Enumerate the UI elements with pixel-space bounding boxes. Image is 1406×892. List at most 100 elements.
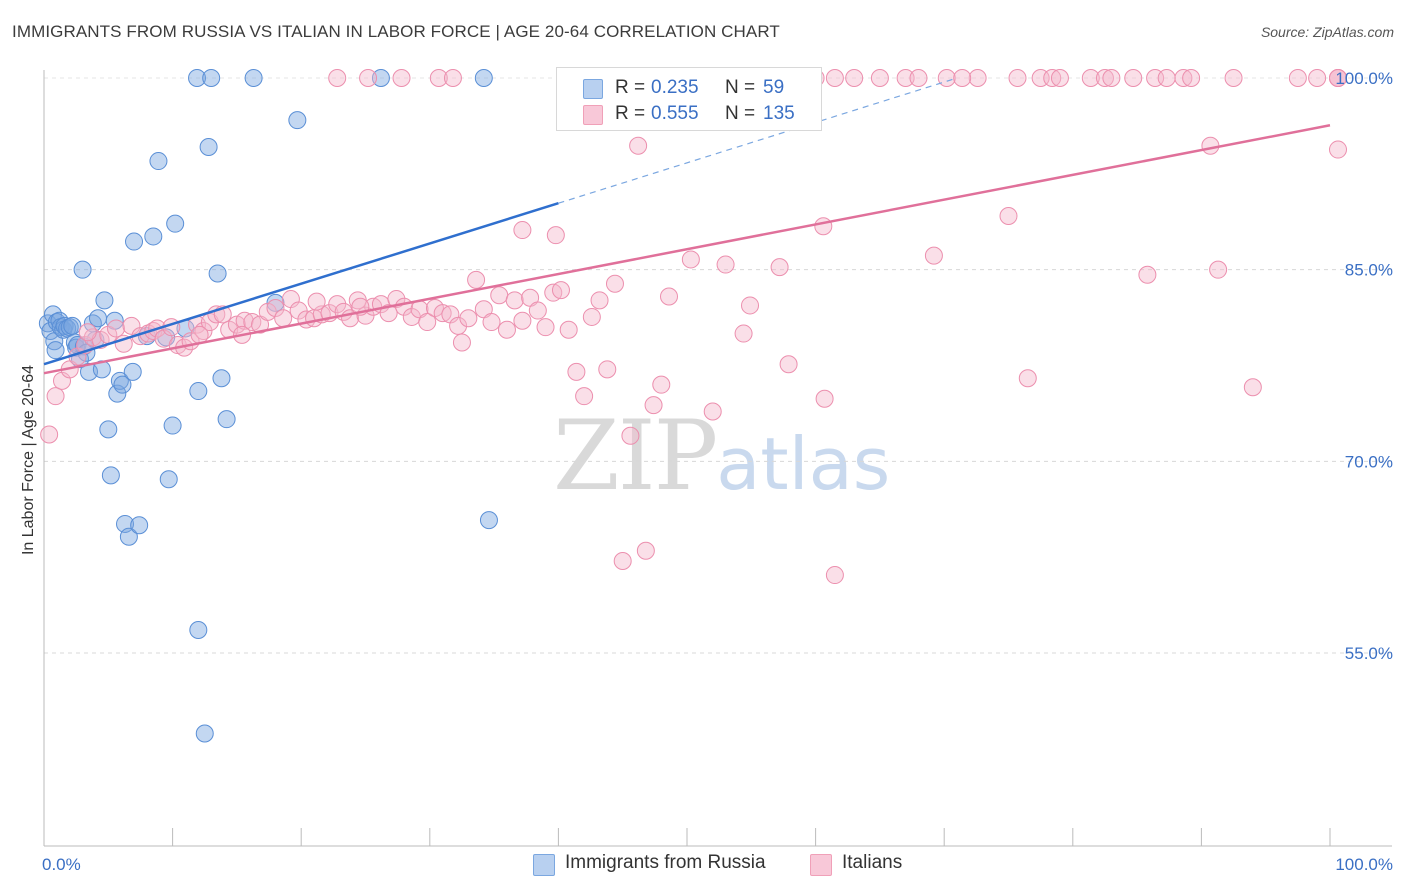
point-italians <box>825 69 844 87</box>
point-italians <box>909 69 928 87</box>
legend-label-russia: Immigrants from Russia <box>565 852 766 873</box>
point-italians <box>734 324 753 343</box>
point-italians <box>1138 265 1157 284</box>
point-italians <box>452 333 471 352</box>
point-russia <box>199 138 218 156</box>
y-tick-label: 100.0% <box>1335 69 1393 88</box>
point-italians <box>636 541 655 560</box>
legend-r-value: 0.555 <box>651 103 699 124</box>
legend-swatch-italians <box>583 105 603 125</box>
point-italians <box>559 320 578 339</box>
source-label: Source: ZipAtlas.com <box>1260 24 1394 40</box>
point-italians <box>937 69 956 87</box>
correlation-legend: R = 0.235 N = 59 R = 0.555 N = 135 <box>556 67 822 131</box>
point-italians <box>1095 69 1114 87</box>
y-axis-label: In Labor Force | Age 20-64 <box>20 365 37 555</box>
point-italians <box>896 69 915 87</box>
x-tick-label-max: 100.0% <box>1335 855 1393 874</box>
point-russia <box>244 69 263 87</box>
point-italians <box>598 360 617 379</box>
point-italians <box>1224 69 1243 87</box>
point-italians <box>968 69 987 87</box>
point-italians <box>513 311 532 330</box>
point-russia <box>89 309 108 328</box>
point-italians <box>575 387 594 406</box>
legend-swatch-russia <box>533 854 555 876</box>
point-italians <box>536 318 555 337</box>
legend-swatch-russia <box>583 79 603 99</box>
point-italians <box>433 304 452 323</box>
legend-label-italians: Italians <box>842 852 903 873</box>
point-italians <box>528 301 547 320</box>
point-italians <box>953 69 972 87</box>
legend-swatch-italians <box>810 854 832 876</box>
point-russia <box>149 152 168 171</box>
point-italians <box>1008 69 1027 87</box>
point-italians <box>681 250 700 269</box>
point-italians <box>1102 69 1121 87</box>
point-russia <box>479 511 498 530</box>
point-italians <box>1043 69 1062 87</box>
point-italians <box>328 295 347 314</box>
point-italians <box>505 291 524 310</box>
point-italians <box>107 319 126 338</box>
point-italians <box>235 311 254 330</box>
point-russia <box>159 470 178 489</box>
point-italians <box>779 355 798 374</box>
trend-line-russia <box>43 202 559 366</box>
point-russia <box>217 410 236 429</box>
point-italians <box>1209 260 1228 279</box>
point-italians <box>513 221 532 240</box>
point-italians <box>999 207 1018 225</box>
axes <box>43 70 1392 847</box>
y-tick-label: 85.0% <box>1345 261 1393 280</box>
point-italians <box>825 566 844 585</box>
point-russia <box>195 724 214 743</box>
legend-r-label: R = <box>615 77 646 98</box>
point-italians <box>613 552 632 570</box>
legend-r-label: R = <box>615 103 646 124</box>
point-italians <box>652 375 671 394</box>
series-legend: Immigrants from Russia Italians <box>0 852 1406 878</box>
point-italians <box>770 258 789 277</box>
legend-n-value: 135 <box>763 103 795 124</box>
point-russia <box>95 291 114 310</box>
point-russia <box>202 69 221 87</box>
trend-lines <box>43 77 1331 375</box>
point-italians <box>274 309 293 328</box>
point-italians <box>40 425 59 444</box>
series-russia-points <box>38 69 498 743</box>
point-russia <box>474 69 493 87</box>
point-italians <box>429 69 448 87</box>
point-italians <box>551 281 570 300</box>
y-tick-label: 55.0% <box>1345 644 1393 663</box>
legend-row-italians: R = 0.555 N = 135 <box>557 102 821 128</box>
point-russia <box>113 375 132 394</box>
point-russia <box>163 416 182 435</box>
point-italians <box>1288 69 1307 87</box>
point-italians <box>590 291 609 310</box>
point-italians <box>1308 69 1327 87</box>
y-tick-label: 70.0% <box>1345 452 1393 471</box>
point-russia <box>166 214 185 233</box>
point-italians <box>1157 69 1176 87</box>
point-italians <box>741 296 760 315</box>
point-italians <box>814 217 833 236</box>
point-italians <box>546 226 565 245</box>
point-italians <box>1050 69 1069 87</box>
trend-line-russia-extension <box>558 77 958 204</box>
point-italians <box>845 69 864 87</box>
point-italians <box>924 246 943 265</box>
point-italians <box>870 69 889 87</box>
legend-r-value: 0.235 <box>651 77 699 98</box>
point-italians <box>122 316 141 335</box>
point-russia <box>101 466 120 485</box>
point-italians <box>418 313 437 332</box>
legend-n-label: N = <box>725 77 756 98</box>
point-russia <box>212 369 231 388</box>
point-italians <box>359 69 378 87</box>
point-italians <box>497 320 516 339</box>
point-italians <box>1182 69 1201 87</box>
point-italians <box>1329 69 1347 87</box>
point-italians <box>1329 140 1347 159</box>
